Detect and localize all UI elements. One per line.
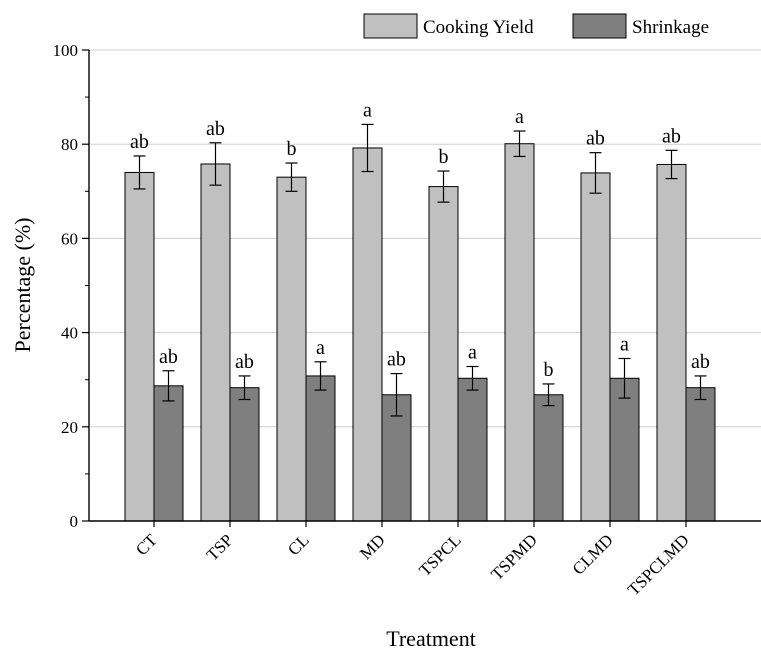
bar-cooking-yield	[504, 143, 535, 522]
significance-label: a	[468, 342, 477, 364]
y-axis-title: Percentage (%)	[10, 218, 35, 353]
significance-label: b	[439, 146, 449, 168]
y-tick-label: 80	[61, 135, 78, 154]
bar-shrinkage	[457, 377, 488, 522]
x-tick-label: CL	[284, 530, 313, 559]
significance-label: a	[620, 334, 629, 356]
bar-shrinkage	[685, 387, 716, 522]
significance-label: ab	[130, 131, 149, 153]
significance-label: b	[287, 138, 297, 160]
significance-label: ab	[586, 128, 605, 150]
bar-cooking-yield	[276, 176, 307, 522]
legend: Cooking Yield Shrinkage	[363, 13, 709, 39]
x-axis-title: Treatment	[386, 626, 476, 651]
significance-label: ab	[159, 346, 178, 368]
significance-label: a	[316, 337, 325, 359]
x-tick-label: TSP	[203, 530, 237, 564]
significance-label: ab	[235, 351, 254, 373]
legend-label: Shrinkage	[632, 17, 709, 38]
legend-label: Cooking Yield	[423, 17, 534, 38]
bar-shrinkage	[305, 375, 336, 522]
y-tick-label: 0	[70, 512, 79, 531]
bar-shrinkage	[153, 385, 184, 522]
bar-cooking-yield	[580, 172, 611, 522]
significance-label: ab	[387, 349, 406, 371]
x-tick-label: TSPMD	[487, 530, 541, 584]
significance-label: a	[515, 106, 524, 128]
bar-cooking-yield	[656, 163, 687, 522]
bar-shrinkage	[609, 377, 640, 522]
bar-cooking-yield	[124, 171, 155, 522]
legend-swatch	[572, 13, 627, 39]
x-tick-label: MD	[356, 530, 389, 563]
bar-cooking-yield	[352, 147, 383, 522]
x-tick-label: CT	[132, 530, 161, 559]
bar-shrinkage	[229, 387, 260, 522]
significance-label: ab	[691, 351, 710, 373]
x-tick-label: TSPCLMD	[624, 530, 693, 599]
x-tick-label: TSPCL	[415, 530, 465, 580]
y-tick-label: 20	[61, 418, 78, 437]
y-tick-label: 100	[53, 41, 79, 60]
bar-cooking-yield	[200, 163, 231, 522]
significance-label: ab	[206, 118, 225, 140]
significance-label: ab	[662, 125, 681, 147]
y-tick-label: 60	[61, 229, 78, 248]
bar-cooking-yield	[428, 186, 459, 522]
y-tick-label: 40	[61, 324, 78, 343]
significance-label: b	[544, 359, 554, 381]
bars-layer	[124, 123, 716, 522]
x-tick-label: CLMD	[569, 530, 617, 578]
legend-swatch	[363, 13, 418, 39]
significance-label: a	[363, 99, 372, 121]
bar-shrinkage	[533, 394, 564, 522]
